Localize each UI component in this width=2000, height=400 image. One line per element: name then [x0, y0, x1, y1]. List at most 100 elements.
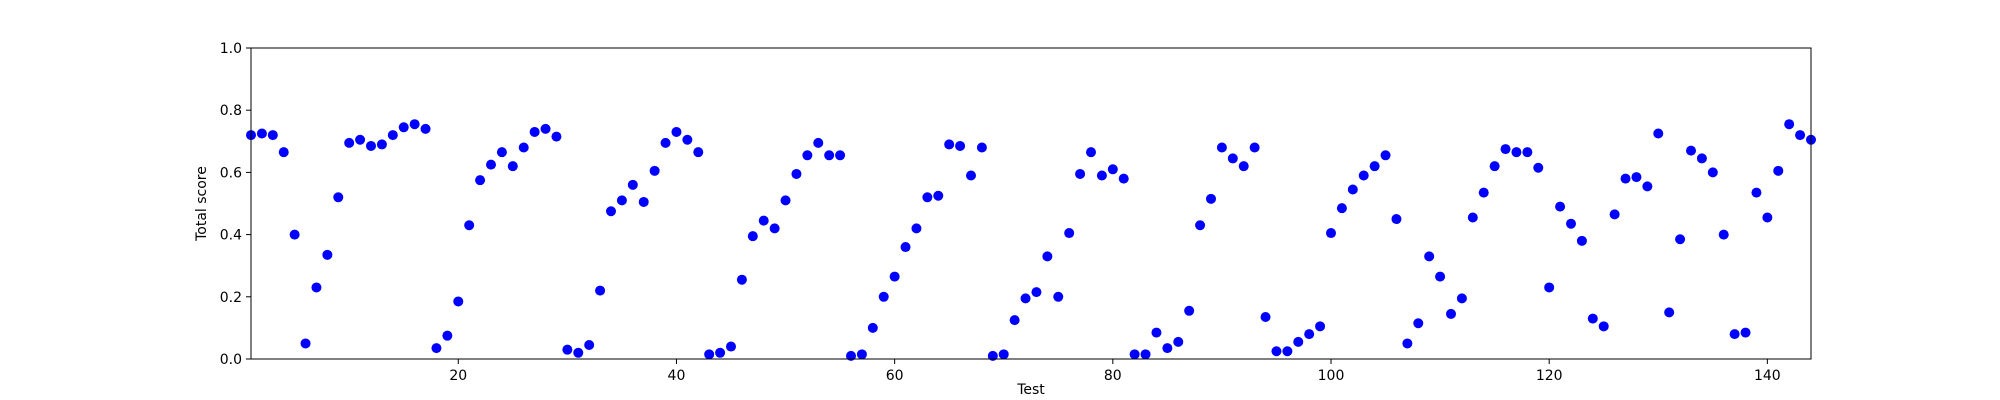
data-point	[1227, 153, 1238, 164]
data-point	[1664, 307, 1675, 318]
data-point	[889, 271, 900, 282]
data-point	[1304, 329, 1315, 340]
data-point	[300, 338, 311, 349]
y-axis-ticks: 0.0 0.2 0.4 0.6 0.8 1.0	[220, 41, 251, 368]
data-point	[289, 229, 300, 240]
data-point	[922, 192, 933, 203]
data-point	[1511, 147, 1522, 158]
data-point	[518, 142, 529, 153]
data-point	[1151, 327, 1162, 338]
data-point	[387, 130, 398, 141]
data-point	[1380, 150, 1391, 161]
x-tick-label: 80	[1104, 368, 1122, 384]
data-point	[671, 126, 682, 137]
data-point	[1195, 220, 1206, 231]
data-point	[562, 344, 573, 355]
data-point	[551, 131, 562, 142]
data-point	[1522, 147, 1533, 158]
y-axis-label: Total score	[194, 166, 210, 242]
data-point	[1238, 161, 1249, 172]
data-point	[1773, 165, 1784, 176]
x-tick-label: 60	[886, 368, 904, 384]
data-point	[311, 282, 322, 293]
data-point	[1707, 167, 1718, 178]
data-point	[1686, 145, 1696, 156]
data-point	[398, 122, 409, 133]
data-point	[1347, 184, 1358, 195]
x-tick-label: 40	[668, 368, 686, 384]
data-point	[616, 195, 627, 206]
x-tick-label: 20	[449, 368, 467, 384]
data-point	[584, 340, 595, 351]
data-point	[1544, 282, 1555, 293]
data-point	[431, 343, 442, 354]
data-point	[1631, 172, 1642, 183]
data-point	[1555, 201, 1566, 212]
data-point	[420, 123, 431, 134]
data-point	[933, 190, 944, 201]
data-point	[540, 123, 551, 134]
data-point	[529, 126, 540, 137]
data-point	[1446, 308, 1456, 319]
data-point	[660, 137, 671, 148]
data-point	[1336, 203, 1347, 214]
y-tick-label: 0.2	[220, 290, 242, 306]
data-point	[1795, 130, 1806, 141]
data-point	[1009, 315, 1020, 326]
data-point	[1271, 346, 1282, 357]
data-point	[1598, 321, 1609, 332]
data-point	[682, 134, 693, 145]
data-point	[366, 140, 376, 151]
data-point	[1086, 147, 1096, 158]
data-point	[835, 150, 846, 161]
data-point	[1456, 293, 1467, 304]
data-point	[1500, 144, 1511, 155]
data-point	[1140, 349, 1151, 360]
data-point	[867, 322, 878, 333]
data-point	[769, 223, 780, 234]
data-point	[464, 220, 475, 231]
data-point	[846, 350, 856, 361]
data-point	[1206, 193, 1216, 204]
data-point	[1576, 235, 1587, 246]
data-point	[1326, 228, 1336, 239]
data-point	[1653, 128, 1664, 139]
data-point	[1173, 336, 1184, 347]
data-point	[780, 195, 791, 206]
data-point	[442, 330, 453, 341]
data-point	[1740, 327, 1751, 338]
data-point	[1467, 212, 1478, 223]
data-point	[1675, 234, 1686, 245]
data-point	[998, 349, 1009, 360]
data-point	[453, 296, 464, 307]
data-point	[1042, 251, 1053, 262]
x-tick-label: 120	[1536, 368, 1563, 384]
y-tick-label: 0.8	[220, 103, 242, 119]
data-point	[507, 161, 518, 172]
data-point	[627, 179, 638, 190]
y-tick-label: 0.0	[220, 352, 242, 368]
data-point	[278, 147, 289, 158]
data-point	[1075, 168, 1086, 179]
data-point	[900, 242, 911, 253]
data-point	[1489, 161, 1500, 172]
data-point	[791, 168, 802, 179]
data-point	[595, 285, 606, 296]
data-point	[333, 192, 344, 203]
data-point	[1053, 291, 1064, 302]
data-point	[638, 196, 649, 207]
data-point	[256, 128, 267, 139]
data-point	[1031, 287, 1042, 298]
data-point	[1107, 164, 1118, 175]
data-point	[486, 159, 496, 170]
data-point	[573, 347, 584, 358]
x-axis-ticks: 20 40 60 80 100 120 140	[449, 359, 1781, 384]
data-point	[911, 223, 922, 234]
data-point	[824, 150, 835, 161]
x-tick-label: 140	[1754, 368, 1781, 384]
data-point	[1184, 305, 1195, 316]
data-point	[693, 147, 704, 158]
data-point	[1424, 251, 1435, 262]
data-point	[1216, 142, 1227, 153]
data-point	[1369, 161, 1380, 172]
